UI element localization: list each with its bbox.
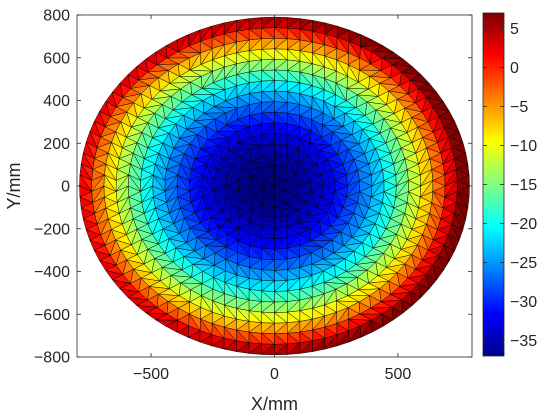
mesh-triangle [295, 180, 311, 197]
y-axis-ticks: −800 −600 −400 −200 0 200 400 600 800 [34, 8, 472, 367]
colorbar-tick-label: −5 [510, 99, 528, 116]
colorbar-tick-label: −20 [510, 216, 537, 233]
y-tick-label: 400 [43, 93, 70, 110]
colorbar-gradient [483, 13, 504, 356]
x-tick-label: −500 [133, 366, 169, 383]
mesh-triangle [444, 180, 458, 198]
mesh-triangle [395, 180, 409, 198]
colorbar-tick-label: 5 [510, 21, 519, 38]
mesh-triangle [334, 180, 348, 192]
mesh-triangle [432, 180, 446, 192]
colorbar-ticks: 5 0 −5 −10 −15 −20 −25 −30 −35 [483, 21, 537, 350]
colorbar-tick-label: 0 [510, 60, 519, 77]
mesh-triangle [310, 180, 324, 192]
mesh-triangle [346, 180, 360, 198]
triangular-mesh [79, 16, 470, 356]
colorbar: 5 0 −5 −10 −15 −20 −25 −30 −35 [482, 12, 537, 357]
colorbar-tick-label: −10 [510, 138, 537, 155]
y-tick-label: 800 [43, 8, 70, 25]
x-axis-ticks: −500 0 500 [133, 15, 411, 383]
y-tick-label: −200 [34, 221, 70, 238]
x-axis-label: X/mm [251, 394, 298, 414]
colorbar-tick-label: −30 [510, 294, 537, 311]
mesh-triangle [419, 180, 434, 198]
x-tick-label: 0 [270, 366, 279, 383]
y-tick-label: −400 [34, 264, 70, 281]
y-axis-label: Y/mm [4, 163, 24, 210]
colorbar-tick-label: −25 [510, 255, 537, 272]
mesh-triangle [457, 180, 470, 192]
y-tick-label: 600 [43, 50, 70, 67]
y-tick-label: 200 [43, 136, 70, 153]
mesh-triangle [284, 180, 300, 192]
x-tick-label: 500 [385, 366, 412, 383]
mesh-triangle [383, 180, 397, 192]
y-tick-label: −600 [34, 307, 70, 324]
mesh-triangle [408, 180, 421, 192]
colorbar-tick-label: −15 [510, 177, 537, 194]
y-tick-label: −800 [34, 350, 70, 367]
mesh-triangle [370, 180, 385, 198]
mesh-triangle [321, 180, 336, 198]
y-tick-label: 0 [61, 179, 70, 196]
mesh-triangle [359, 180, 373, 192]
plot-area: −500 0 500 −800 −600 −400 −200 0 200 400 600 800 [34, 8, 473, 383]
colorbar-tick-label: −35 [510, 333, 537, 350]
